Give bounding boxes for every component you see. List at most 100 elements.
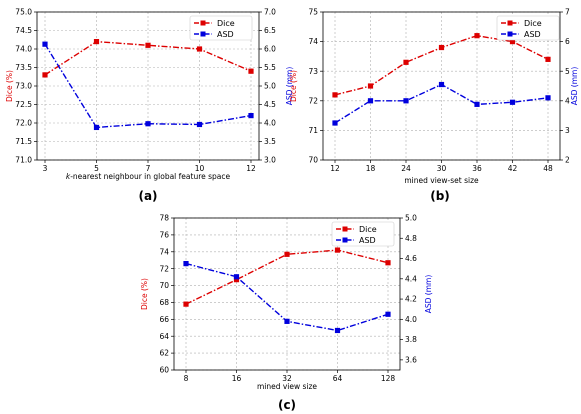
y-right-tick-label: 7.0 [264, 8, 276, 17]
x-tick-label: 10 [195, 164, 205, 173]
data-point-dice [233, 277, 240, 283]
y-right-tick-label: 2 [565, 156, 570, 165]
y-right-tick-label: 3.5 [264, 137, 276, 146]
y-left-tick-label: 74.5 [15, 26, 32, 35]
data-point-asd [42, 41, 48, 47]
y-right-tick-label: 5.0 [264, 82, 276, 91]
x-tick-label: 7 [146, 164, 151, 173]
legend: Dice ASD [331, 221, 395, 247]
y-right-axis-label: ASD (mm) [285, 67, 294, 106]
data-point-dice [183, 301, 189, 307]
y-right-tick-label: 3.0 [264, 156, 276, 165]
data-point-dice [93, 39, 100, 45]
y-right-tick-label: 4.4 [405, 274, 417, 283]
legend-marker [342, 226, 348, 232]
y-right-tick-label: 3.6 [405, 355, 417, 364]
y-right-tick-label: 6.5 [264, 26, 276, 35]
y-left-tick-label: 70 [308, 156, 318, 165]
x-tick-label: 24 [401, 164, 411, 173]
data-point-dice [145, 42, 151, 48]
chart-panel-b: 70 71 72 73 74 75 2 3 4 5 6 7 12 18 24 30 36 42 48 Dice (%)… [289, 8, 579, 203]
x-axis-label: mined view size [257, 382, 317, 391]
y-right-tick-label: 5.0 [405, 214, 417, 223]
x-tick-label: 5 [94, 164, 99, 173]
y-right-tick-label: 6.0 [264, 45, 276, 54]
x-tick-label: 42 [508, 164, 518, 173]
data-point-dice [284, 251, 290, 257]
x-tick-label: 16 [232, 374, 242, 383]
panel-label: (a) [138, 189, 157, 203]
legend-entry-dice: Dice [524, 19, 542, 28]
data-point-asd [248, 113, 254, 119]
x-tick-label: 36 [472, 164, 482, 173]
y-left-tick-label: 62 [159, 349, 169, 358]
legend-marker [507, 31, 513, 37]
y-left-axis-label: Dice (%) [5, 70, 14, 102]
x-tick-label: 12 [246, 164, 256, 173]
y-left-tick-label: 72.0 [15, 119, 32, 128]
legend-entry-asd: ASD [217, 30, 234, 39]
data-point-asd [403, 98, 409, 104]
legend-marker [342, 237, 348, 243]
x-tick-label: 3 [43, 164, 48, 173]
legend-entry-asd: ASD [524, 30, 541, 39]
data-point-asd [545, 95, 551, 101]
y-left-tick-label: 74.0 [15, 45, 32, 54]
y-left-tick-label: 71.0 [15, 156, 32, 165]
panel-label: (b) [430, 189, 450, 203]
data-point-dice [403, 59, 409, 65]
y-right-tick-label: 4.6 [405, 254, 417, 263]
chart-panel-a: 71.071.572.072.573.073.574.074.575.03.03… [5, 8, 294, 203]
x-tick-label: 30 [437, 164, 447, 173]
x-tick-label: 128 [381, 374, 396, 383]
data-point-asd [385, 311, 391, 317]
legend-entry-asd: ASD [359, 236, 376, 245]
y-left-tick-label: 72 [308, 96, 318, 105]
data-point-dice [509, 39, 516, 45]
y-right-tick-label: 3 [565, 126, 570, 135]
y-right-tick-label: 4 [565, 96, 570, 105]
panel-label: (c) [278, 398, 296, 412]
x-axis-label: mined view-set size [404, 176, 479, 185]
x-tick-label: 12 [330, 164, 340, 173]
x-axis-label: k-nearest neighbour in global feature sp… [66, 172, 231, 181]
y-left-tick-label: 75 [308, 8, 318, 17]
y-left-tick-label: 78 [159, 214, 169, 223]
y-left-tick-label: 73.0 [15, 82, 32, 91]
y-left-tick-label: 66 [159, 315, 169, 324]
y-left-tick-label: 76 [159, 230, 169, 239]
x-tick-label: 32 [282, 374, 292, 383]
y-left-tick-label: 60 [159, 366, 169, 375]
data-point-dice [248, 68, 254, 74]
y-right-tick-label: 4.0 [264, 119, 276, 128]
y-right-tick-label: 4.5 [264, 100, 276, 109]
chart-panel-c: 60 62 64 66 68 70 72 74 76 78 3.6 3.8 4.0 4.2 4.4 4.6 4.… [140, 214, 433, 412]
x-axis-label-italic: k [66, 172, 71, 181]
data-point-asd [145, 121, 151, 127]
data-point-asd [183, 261, 189, 267]
data-point-dice [196, 46, 203, 52]
legend: Dice ASD [496, 15, 560, 41]
x-axis-label-rest: -nearest neighbour in global feature spa… [70, 172, 230, 181]
data-point-asd [438, 81, 445, 88]
data-point-asd [284, 318, 290, 324]
data-point-asd [334, 327, 341, 334]
legend-marker [507, 20, 513, 26]
y-left-tick-label: 70 [159, 281, 169, 290]
x-tick-label: 18 [366, 164, 376, 173]
y-right-tick-label: 3.8 [405, 335, 417, 344]
y-right-tick-label: 4.2 [405, 295, 417, 304]
y-left-tick-label: 64 [159, 332, 169, 341]
y-left-tick-label: 75.0 [15, 8, 32, 17]
x-tick-label: 48 [543, 164, 553, 173]
y-right-tick-label: 5 [565, 67, 570, 76]
y-left-axis-label: Dice (%) [140, 278, 149, 310]
y-left-tick-label: 74 [308, 37, 318, 46]
y-right-tick-label: 6 [565, 37, 570, 46]
data-point-dice [474, 33, 480, 39]
data-point-dice [367, 83, 374, 89]
data-point-dice [545, 56, 551, 62]
data-point-asd [93, 124, 100, 131]
data-point-dice [334, 247, 341, 253]
